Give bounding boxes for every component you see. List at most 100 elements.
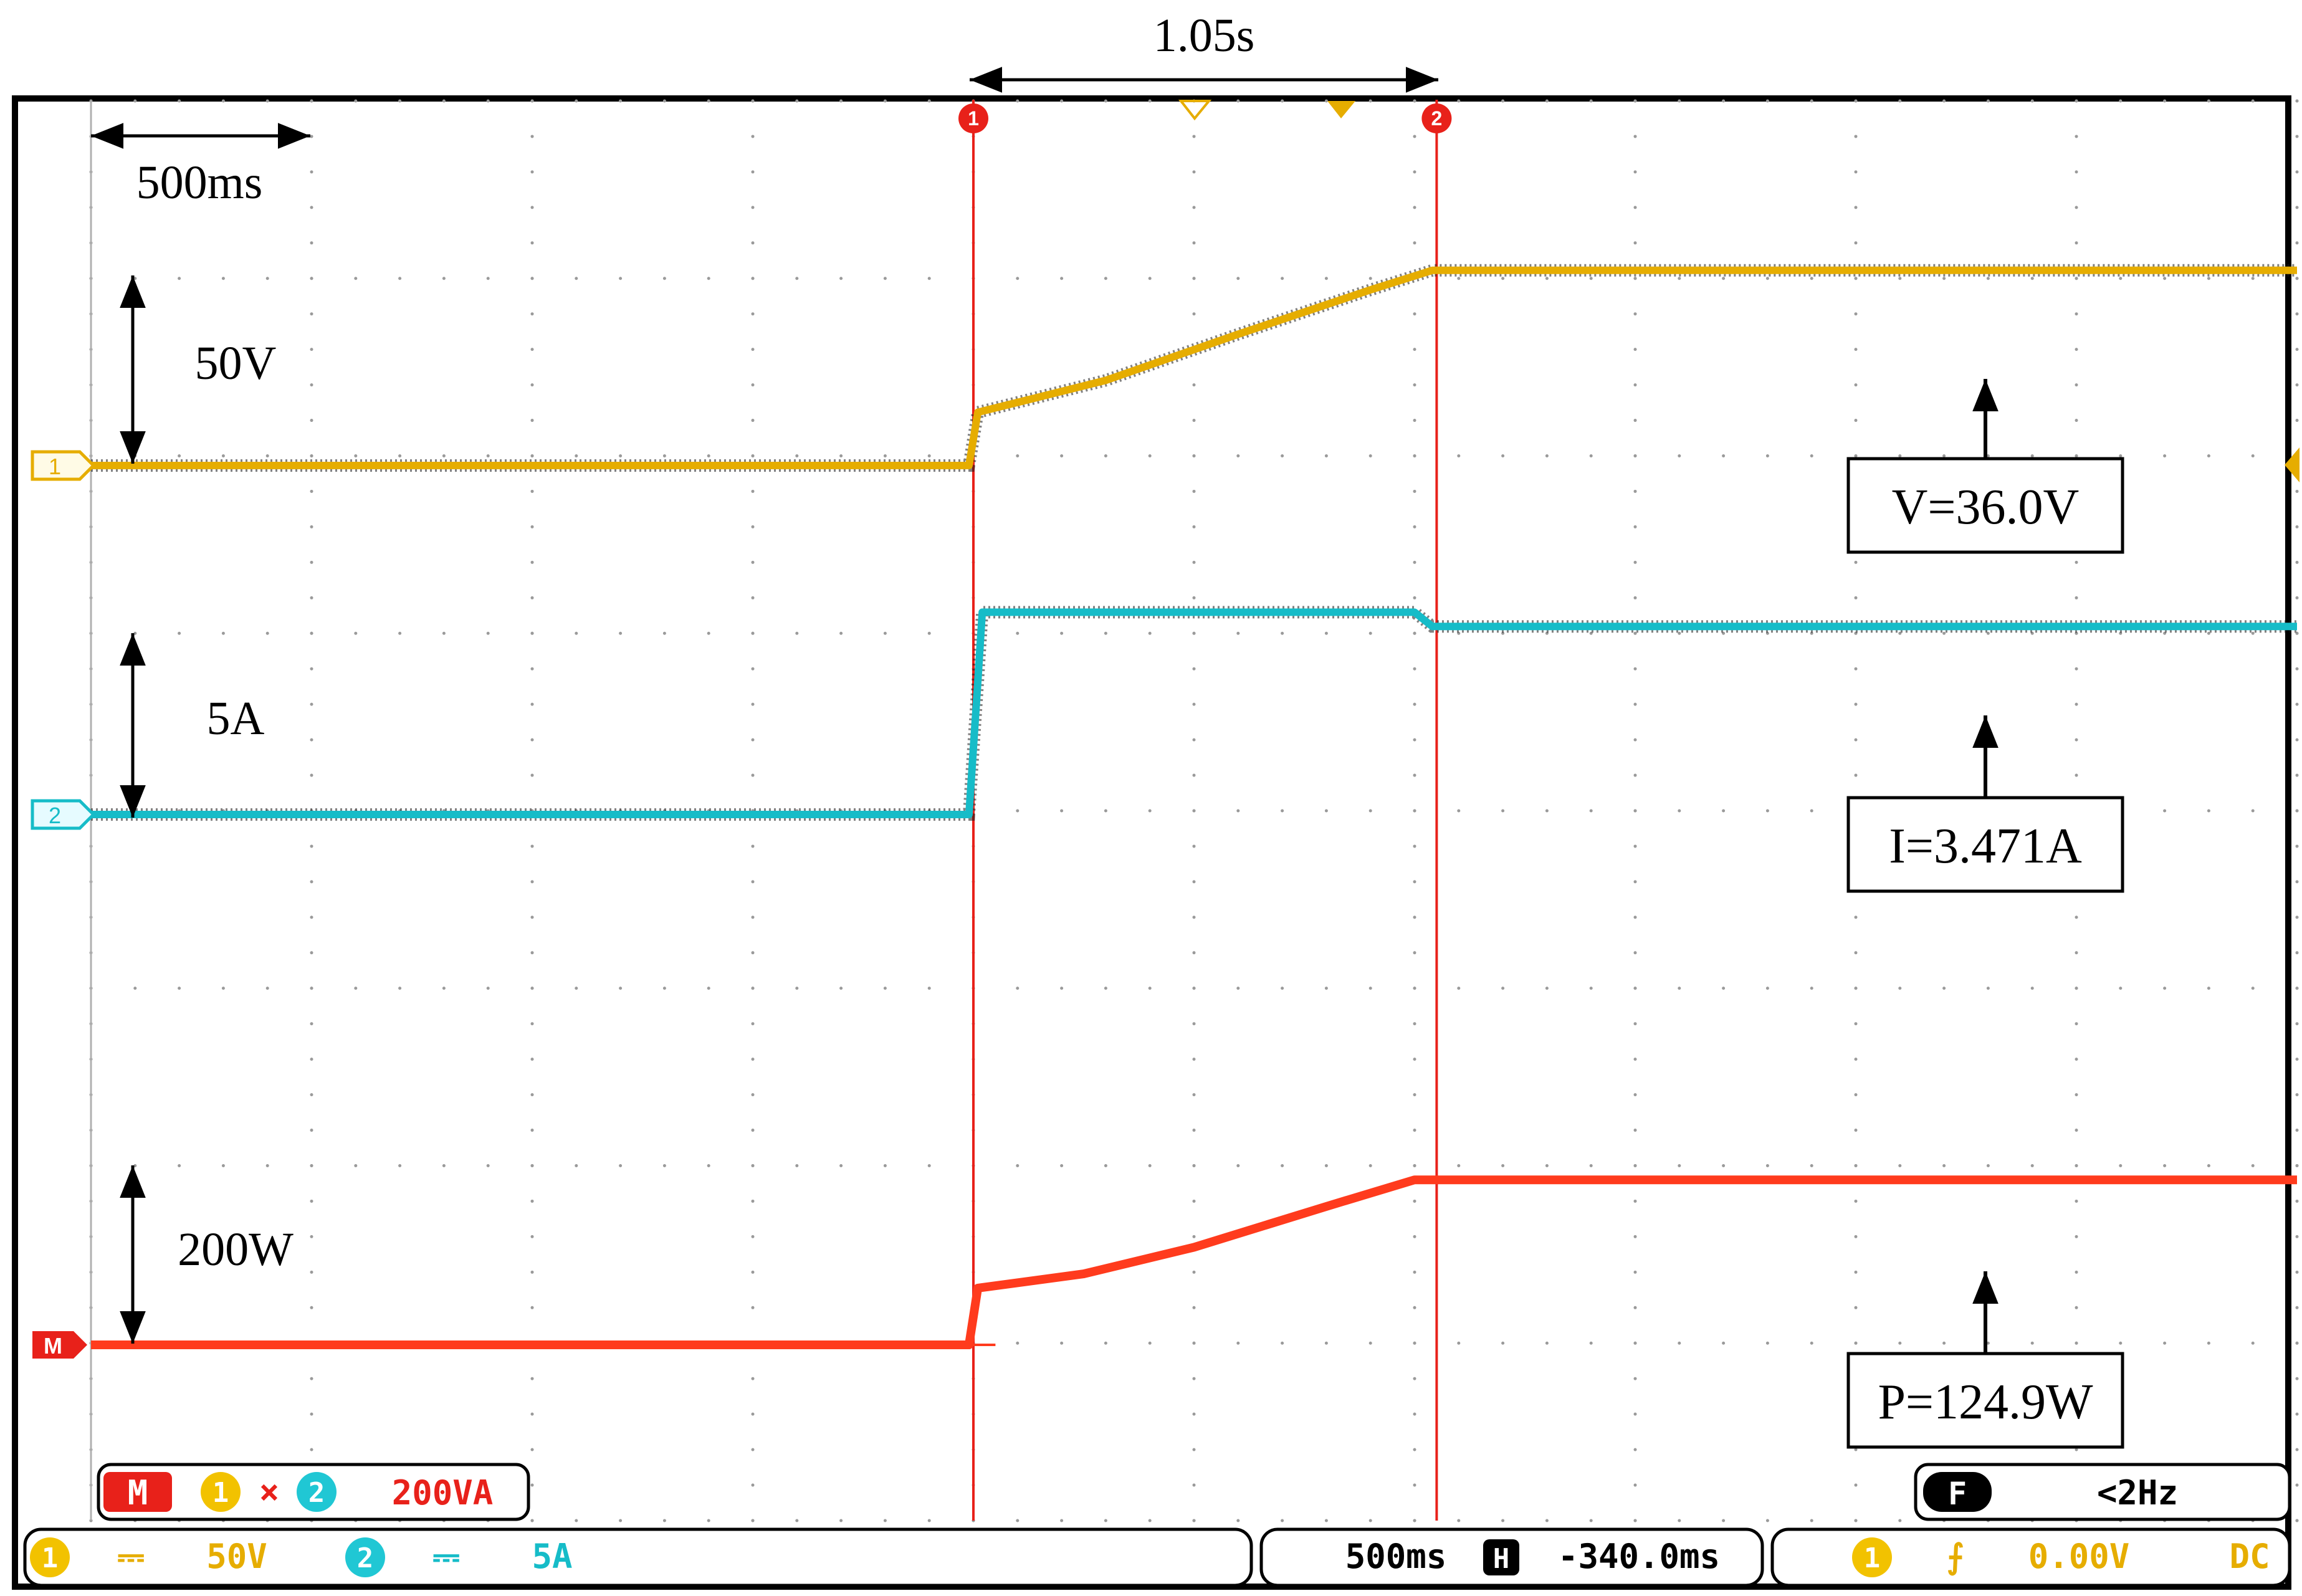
grid-dot <box>1413 1270 1416 1274</box>
grid-dot <box>1192 915 1196 919</box>
grid-dot <box>1413 1164 1416 1167</box>
current-value: I=3.471A <box>1889 819 2082 874</box>
grid-dot <box>1854 1448 1858 1451</box>
grid-dot <box>1148 454 1152 457</box>
grid-dot <box>1016 99 1020 103</box>
math-readout-box[interactable]: M 1 × 2 200VA <box>97 1463 530 1521</box>
grid-dot <box>1148 1341 1152 1345</box>
ch2-scale: 5A <box>532 1537 572 1576</box>
grid-dot <box>530 560 534 564</box>
grid-dot <box>1942 277 1946 280</box>
grid-dot <box>1633 419 1637 423</box>
grid-dot <box>795 454 799 457</box>
grid-dot <box>751 1129 755 1132</box>
grid-dot <box>2163 99 2167 103</box>
grid-dot <box>2251 809 2255 813</box>
grid-dot <box>1633 383 1637 387</box>
grid-dot <box>751 596 755 600</box>
grid-dot <box>1810 99 1813 103</box>
grid-dot <box>221 987 225 990</box>
grid-dot <box>1413 773 1416 777</box>
grid-dot <box>751 1519 755 1522</box>
grid-dot <box>1060 809 1064 813</box>
grid-dot <box>1016 631 1020 635</box>
grid-dot <box>2295 560 2299 564</box>
grid-dot <box>2295 1519 2299 1522</box>
grid-dot <box>1148 809 1152 813</box>
grid-dot <box>398 987 402 990</box>
grid-dot <box>310 489 313 493</box>
grid-dot <box>1413 1412 1416 1416</box>
grid-dot <box>1192 1306 1196 1309</box>
grid-dot <box>1722 277 1726 280</box>
grid-dot <box>530 596 534 600</box>
grid-dot <box>575 454 578 457</box>
grid-dot <box>1324 454 1328 457</box>
grid-dot <box>883 277 887 280</box>
waveforms <box>91 264 2297 1349</box>
cursor-2-marker[interactable]: 2 <box>1421 103 1452 133</box>
grid-dot <box>2251 277 2255 280</box>
ch1-ground-marker[interactable]: 1 <box>31 450 96 481</box>
timebase-status-panel[interactable]: 500ms H -340.0ms <box>1259 1527 1764 1587</box>
grid-dot <box>310 1412 313 1416</box>
grid-dot <box>310 383 313 387</box>
grid-dot <box>1192 1093 1196 1097</box>
grid-dot <box>1104 277 1107 280</box>
grid-dot <box>1413 1129 1416 1132</box>
grid-dot <box>530 206 534 209</box>
grid-dot <box>1192 241 1196 245</box>
power-callout-box <box>1846 1352 2124 1449</box>
grid-dot <box>707 987 710 990</box>
grid-dot <box>2075 987 2078 990</box>
grid-dot <box>751 667 755 671</box>
grid-dot <box>1898 987 1902 990</box>
grid-dot <box>178 987 181 990</box>
grid-dot <box>1413 951 1416 955</box>
frequency-readout-box[interactable]: F <2Hz <box>1914 1463 2291 1521</box>
grid-dot <box>1633 99 1637 103</box>
grid-dot <box>2295 1199 2299 1203</box>
grid-dot <box>927 631 931 635</box>
grid-dot <box>310 987 313 990</box>
grid-dot <box>265 277 269 280</box>
grid-dot <box>2163 1341 2167 1345</box>
grid-dot <box>1413 738 1416 742</box>
grid-dot <box>1148 1164 1152 1167</box>
grid-dot <box>1324 1341 1328 1345</box>
math-m-badge <box>103 1472 172 1512</box>
grid-dot <box>1413 1483 1416 1487</box>
grid-dot <box>1545 99 1549 103</box>
grid-dot <box>1633 1412 1637 1416</box>
grid-dot <box>2207 631 2210 635</box>
grid-dot <box>1633 206 1637 209</box>
power-trace <box>91 1175 2297 1349</box>
grid-dot <box>751 1058 755 1061</box>
grid-dot <box>2119 987 2123 990</box>
grid-dot <box>1148 1519 1152 1522</box>
math-ground-marker[interactable]: M <box>32 1331 87 1359</box>
grid-dot <box>1678 277 1681 280</box>
grid-dot <box>1765 454 1769 457</box>
grid-dot <box>310 1377 313 1380</box>
grid-dot <box>221 1164 225 1167</box>
grid-dot <box>1678 987 1681 990</box>
grid-dot <box>1192 987 1196 990</box>
grid-dot <box>1501 454 1505 457</box>
grid-dot <box>2030 987 2034 990</box>
grid-dot <box>1324 1164 1328 1167</box>
grid-dot <box>2075 419 2078 423</box>
grid-dot <box>530 915 534 919</box>
grid-dot <box>751 987 755 990</box>
cursor-1-marker[interactable]: 1 <box>958 103 988 133</box>
grid-dot <box>1324 631 1328 635</box>
grid-dot <box>839 1164 843 1167</box>
grid-dot <box>310 560 313 564</box>
grid-dot <box>1413 454 1416 457</box>
channel-status-panel[interactable]: 1 ⎓ 50V 2 ⎓ 5A <box>23 1527 1253 1587</box>
grid-dot <box>927 987 931 990</box>
ch2-ground-marker[interactable]: 2 <box>31 799 96 830</box>
grid-dot <box>1192 631 1196 635</box>
grid-dot <box>1060 1164 1064 1167</box>
trigger-status-panel[interactable]: 1 ⨍ 0.00V DC <box>1770 1527 2291 1587</box>
